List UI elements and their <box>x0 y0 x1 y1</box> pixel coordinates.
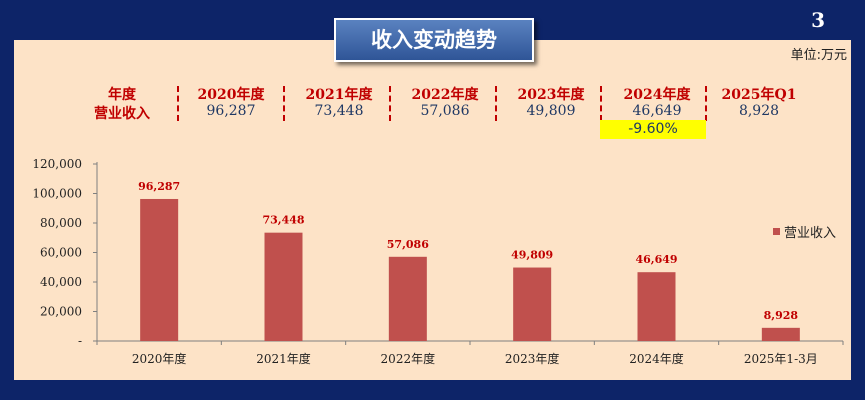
bar <box>264 232 303 341</box>
y-tick-label: 80,000 <box>40 216 82 230</box>
year-header: 2022年度 <box>411 87 479 103</box>
y-tick-label: - <box>78 334 82 348</box>
bar <box>761 327 800 341</box>
data-label: 46,649 <box>635 253 677 266</box>
revenue-cell: 57,086 <box>420 103 470 119</box>
page-title: 收入变动趋势 <box>334 18 534 62</box>
data-label: 57,086 <box>387 238 429 251</box>
x-tick-label: 2020年度 <box>132 351 187 366</box>
table-divider <box>495 86 497 121</box>
unit-label: 单位:万元 <box>790 48 847 63</box>
legend-swatch <box>773 228 780 235</box>
x-tick-label: 2025年1-3月 <box>744 352 818 366</box>
x-tick-label: 2022年度 <box>381 351 436 366</box>
table-divider <box>283 86 285 121</box>
page-number: 3 <box>811 8 825 32</box>
bar <box>513 267 552 341</box>
data-label: 96,287 <box>138 180 180 193</box>
year-header: 2021年度 <box>305 87 373 103</box>
x-tick-label: 2024年度 <box>629 351 684 366</box>
y-tick-label: 100,000 <box>32 187 82 201</box>
revenue-cell: 73,448 <box>314 103 364 119</box>
legend-label: 营业收入 <box>784 226 837 241</box>
table-divider <box>389 86 391 121</box>
revenue-cell: 46,649 <box>632 103 682 119</box>
revenue-cell: 96,287 <box>206 103 256 119</box>
y-tick-label: 40,000 <box>40 275 82 289</box>
row-label-revenue: 营业收入 <box>94 106 150 122</box>
bar <box>140 198 179 341</box>
revenue-cell: 8,928 <box>738 103 780 119</box>
year-header: 2024年度 <box>623 87 691 103</box>
table-divider <box>177 86 179 121</box>
table-divider <box>600 86 602 121</box>
yoy-change-badge: -9.60% <box>600 120 706 139</box>
bar <box>637 272 676 341</box>
table-divider <box>705 86 707 121</box>
year-header: 2023年度 <box>517 87 585 103</box>
year-header: 2020年度 <box>197 87 265 103</box>
year-header: 2025年Q1 <box>721 87 797 103</box>
row-label-year: 年度 <box>108 87 136 103</box>
y-tick-label: 120,000 <box>32 157 82 171</box>
data-label: 49,809 <box>511 249 553 262</box>
bar <box>388 256 427 341</box>
data-label: 73,448 <box>262 214 304 227</box>
data-label: 8,928 <box>764 309 799 322</box>
y-tick-label: 60,000 <box>40 246 82 260</box>
revenue-cell: 49,809 <box>526 103 576 119</box>
chart-legend: 营业收入 <box>773 222 836 241</box>
x-tick-label: 2023年度 <box>505 351 560 366</box>
x-tick-label: 2021年度 <box>256 351 311 366</box>
y-tick-label: 20,000 <box>40 305 82 319</box>
